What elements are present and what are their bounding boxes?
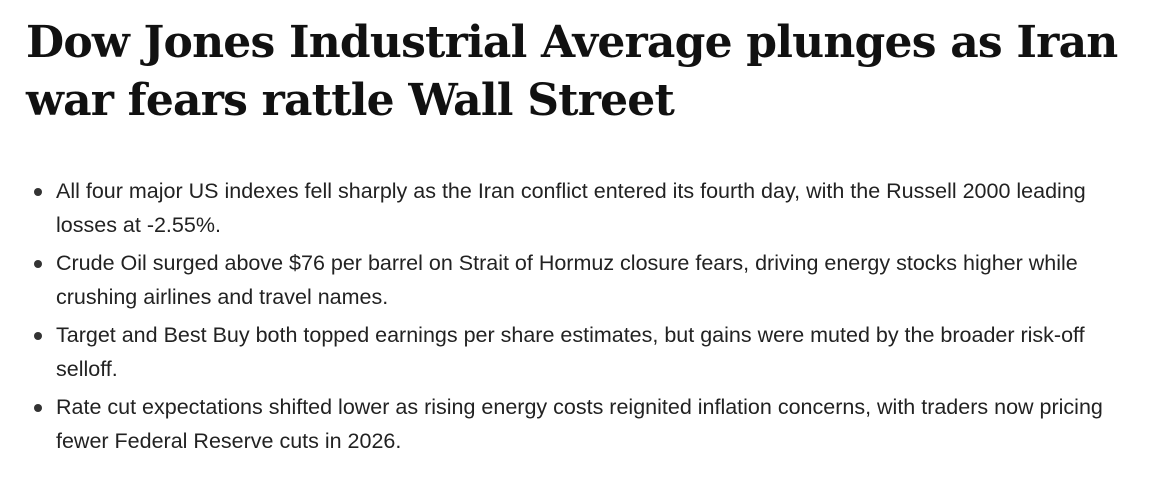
bullet-item: Crude Oil surged above $76 per barrel on… xyxy=(34,246,1145,314)
bullet-item: Rate cut expectations shifted lower as r… xyxy=(34,390,1145,458)
bullet-item: Target and Best Buy both topped earnings… xyxy=(34,318,1145,386)
bullet-list: All four major US indexes fell sharply a… xyxy=(26,174,1145,458)
article-title: Dow Jones Industrial Average plunges as … xyxy=(26,17,1118,126)
bullet-item: All four major US indexes fell sharply a… xyxy=(34,174,1145,242)
